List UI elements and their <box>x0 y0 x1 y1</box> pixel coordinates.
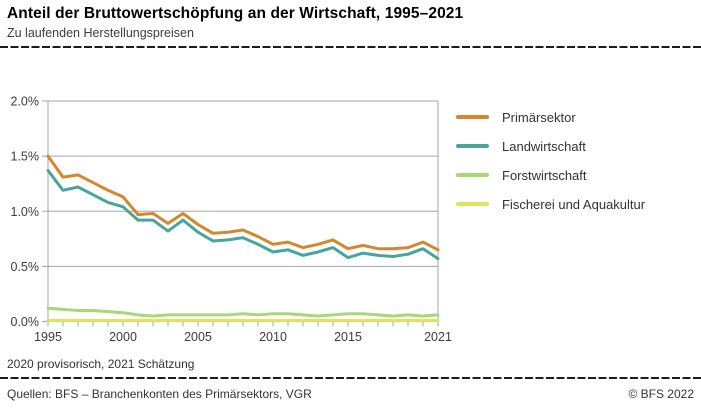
top-divider <box>0 46 701 48</box>
y-axis-label: 2.0% <box>11 95 40 109</box>
series-line-forstwirtschaft <box>46 306 440 318</box>
chart-title: Anteil der Bruttowertschöpfung an der Wi… <box>7 5 464 22</box>
plot-frame <box>47 101 439 322</box>
legend-label: Forstwirtschaft <box>502 167 587 183</box>
legend-swatch-forstwirtschaft <box>456 173 489 177</box>
legend-swatch-landwirtschaft <box>456 144 489 148</box>
chart-subtitle: Zu laufenden Herstellungspreisen <box>7 26 194 40</box>
legend-label: Fischerei und Aquakultur <box>502 196 646 212</box>
x-axis-label: 1995 <box>34 330 62 344</box>
y-axis-label: 0.5% <box>11 260 40 274</box>
legend-item-forstwirtschaft: Forstwirtschaft <box>456 164 645 186</box>
legend-label: Primärsektor <box>502 109 576 125</box>
legend-item-primaersektor: Primärsektor <box>456 106 645 128</box>
legend-item-landwirtschaft: Landwirtschaft <box>456 135 645 157</box>
legend-label: Landwirtschaft <box>502 138 586 154</box>
data-series <box>46 154 440 322</box>
x-axis-label: 2021 <box>424 330 452 344</box>
legend-swatch-fischerei-und-aquakultur <box>456 202 489 206</box>
y-axis-ticks <box>42 100 48 322</box>
y-axis-label: 1.5% <box>11 150 40 164</box>
x-axis-label: 2015 <box>334 330 362 344</box>
footer: Quellen: BFS – Branchenkonten des Primär… <box>7 387 694 401</box>
x-axis-label: 2005 <box>184 330 212 344</box>
copyright-text: © BFS 2022 <box>628 387 694 401</box>
series-line-primaersektor <box>46 154 440 252</box>
y-axis-label: 0.0% <box>11 315 40 329</box>
source-text: Quellen: BFS – Branchenkonten des Primär… <box>7 387 312 401</box>
x-axis-ticks <box>47 321 439 327</box>
legend-item-fischerei-und-aquakultur: Fischerei und Aquakultur <box>456 193 645 215</box>
series-line-landwirtschaft <box>46 169 440 261</box>
y-axis-labels: 0.0% 0.5% 1.0% 1.5% 2.0% <box>11 95 40 330</box>
bottom-divider <box>0 377 701 379</box>
x-axis-label: 2000 <box>109 330 137 344</box>
x-axis-label: 2010 <box>259 330 287 344</box>
legend-swatch-primaersektor <box>456 115 489 119</box>
y-axis-label: 1.0% <box>11 205 40 219</box>
gridlines <box>48 100 438 322</box>
footnote: 2020 provisorisch, 2021 Schätzung <box>7 357 195 371</box>
legend: Primärsektor Landwirtschaft Forstwirtschaf… <box>456 106 645 222</box>
x-axis-labels: 1995 2000 2005 2010 2015 2021 <box>34 330 452 344</box>
